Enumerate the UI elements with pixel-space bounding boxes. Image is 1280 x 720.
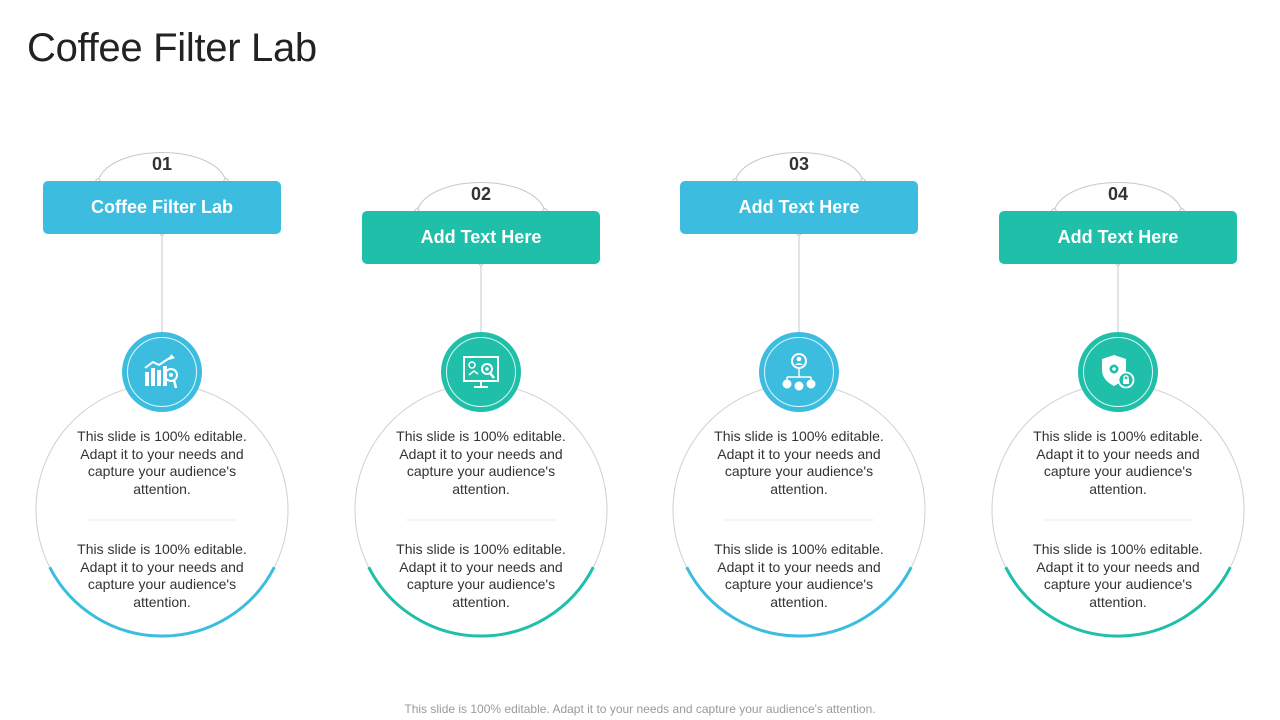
bottom-accent-arc-4 <box>1004 566 1232 638</box>
icon-badge-2 <box>441 332 521 412</box>
step-label-box-4: Add Text Here <box>999 211 1237 264</box>
security-shield-icon <box>1102 355 1135 389</box>
number-arc-3 <box>734 152 864 182</box>
step-3-description-top: This slide is 100% editable. Adapt it to… <box>714 428 884 497</box>
step-number-3: 03 <box>788 154 810 174</box>
slide-title: Coffee Filter Lab <box>27 26 317 70</box>
step-1-description-top: This slide is 100% editable. Adapt it to… <box>77 428 247 497</box>
presentation-analysis-icon <box>463 356 499 388</box>
step-2-description-top: This slide is 100% editable. Adapt it to… <box>396 428 566 497</box>
step-label-box-1: Coffee Filter Lab <box>43 181 281 234</box>
bar-chart-growth-icon <box>144 354 178 389</box>
bottom-accent-arc-2 <box>367 566 595 638</box>
bottom-accent-arc-1 <box>48 566 276 638</box>
step-3-description-bottom: This slide is 100% editable. Adapt it to… <box>714 541 884 610</box>
user-network-icon <box>782 353 816 391</box>
step-2-description-bottom: This slide is 100% editable. Adapt it to… <box>396 541 566 610</box>
step-label-box-2: Add Text Here <box>362 211 600 264</box>
step-1-description-bottom: This slide is 100% editable. Adapt it to… <box>77 541 247 610</box>
footer-note: This slide is 100% editable. Adapt it to… <box>404 702 876 716</box>
step-number-2: 02 <box>470 184 492 204</box>
step-label-box-3: Add Text Here <box>680 181 918 234</box>
step-4-description-bottom: This slide is 100% editable. Adapt it to… <box>1033 541 1203 610</box>
number-arc-4 <box>1053 182 1183 212</box>
step-number-4: 04 <box>1107 184 1129 204</box>
number-arc-2 <box>416 182 546 212</box>
icon-badge-3 <box>759 332 839 412</box>
icon-badge-1 <box>122 332 202 412</box>
bottom-accent-arc-3 <box>685 566 913 638</box>
number-arc-1 <box>97 152 227 182</box>
icon-badge-4 <box>1078 332 1158 412</box>
step-4-description-top: This slide is 100% editable. Adapt it to… <box>1033 428 1203 497</box>
step-number-1: 01 <box>151 154 173 174</box>
